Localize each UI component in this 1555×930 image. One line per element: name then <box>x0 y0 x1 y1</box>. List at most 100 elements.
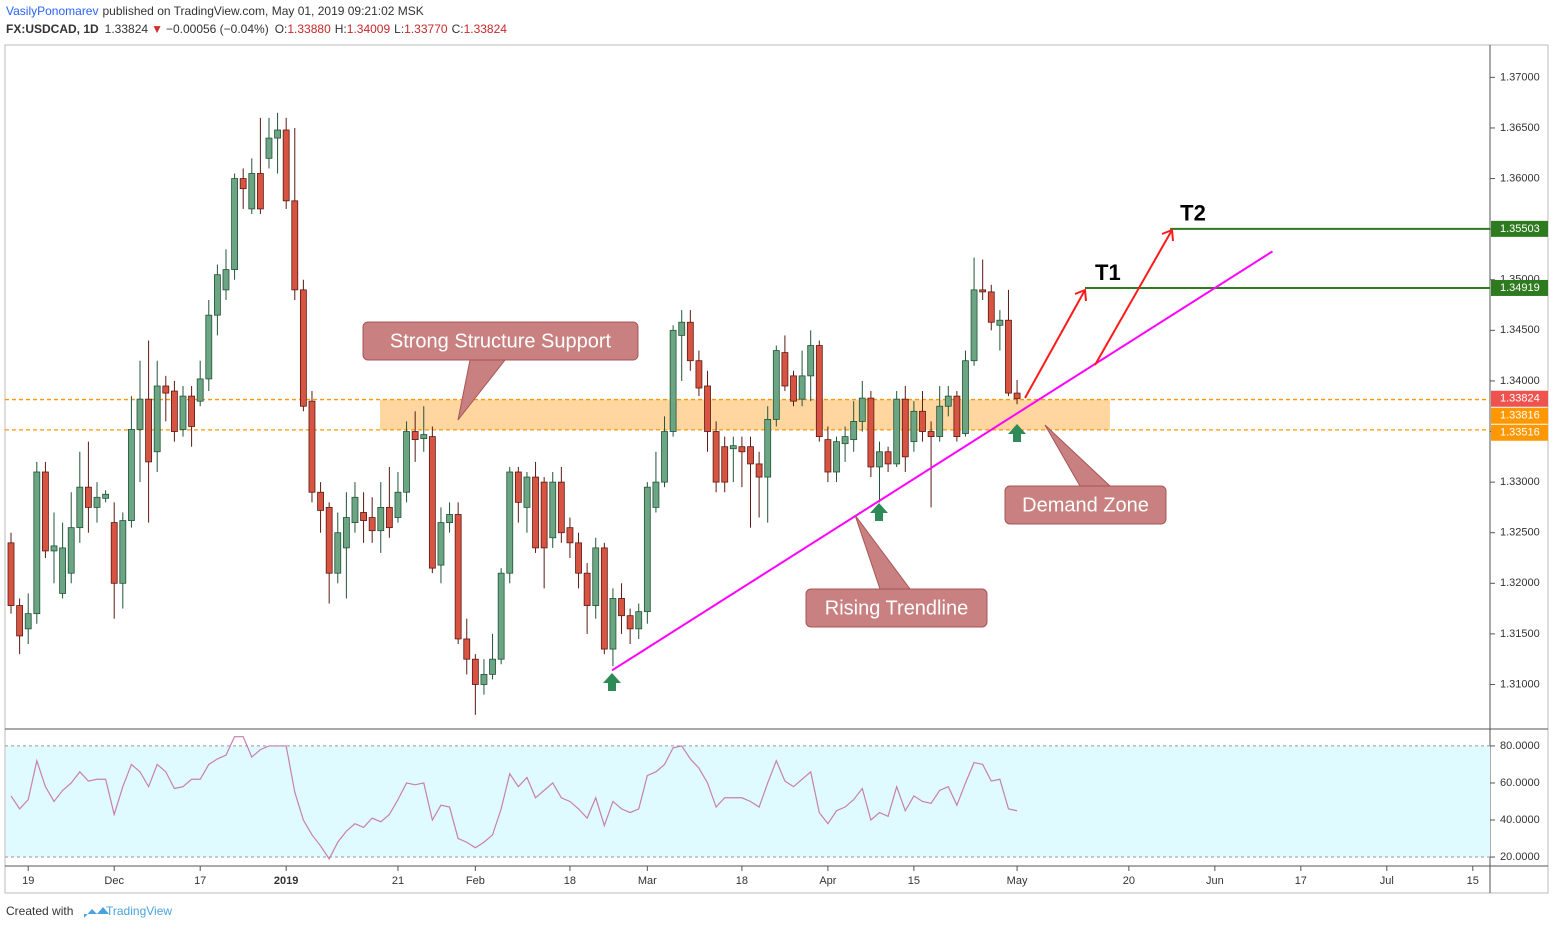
symbol: FX:USDCAD, 1D <box>6 22 99 36</box>
callout-text: Rising Trendline <box>825 597 968 619</box>
ohlc-value: 1.33770 <box>404 22 448 36</box>
price-tag-label: 1.35503 <box>1500 223 1540 235</box>
candle-body <box>428 436 436 569</box>
change: −0.00056 (−0.04%) <box>166 22 269 36</box>
candle-body <box>50 545 58 552</box>
candle-body <box>661 431 668 483</box>
candle-body <box>609 598 617 650</box>
candle-body <box>205 314 213 380</box>
candle-body <box>738 446 746 453</box>
candle-body <box>695 360 703 389</box>
y-tick-label: 1.34500 <box>1500 324 1540 336</box>
candle-body <box>231 178 238 271</box>
y-tick-label: 1.36500 <box>1500 122 1540 134</box>
candle-body <box>299 289 307 407</box>
x-tick-label: Jun <box>1206 875 1224 887</box>
y-tick-label: 1.32500 <box>1500 527 1540 539</box>
candle-body <box>704 385 711 432</box>
ohlc-label: L: <box>394 22 404 36</box>
symbol-line: FX:USDCAD, 1D 1.33824 ▼ −0.00056 (−0.04%) O:… <box>6 22 507 36</box>
candle-body <box>962 360 969 434</box>
candle-body <box>566 527 574 544</box>
candle-body <box>927 431 935 437</box>
target-label: T1 <box>1095 260 1121 285</box>
candle-body <box>162 385 170 394</box>
x-tick-label: 15 <box>1467 875 1479 887</box>
candle-body <box>24 613 32 630</box>
candle-body <box>497 572 505 660</box>
candle-body <box>678 321 686 336</box>
candle-body <box>643 486 651 613</box>
candle-body <box>265 137 273 159</box>
candle-body <box>196 378 204 402</box>
candle-body <box>274 129 281 139</box>
candle-body <box>153 385 161 453</box>
candle-body <box>540 481 548 549</box>
candle-body <box>179 395 187 430</box>
candle-body <box>807 345 815 377</box>
candle-body <box>222 269 230 291</box>
y-tick-label: 1.36000 <box>1500 172 1540 184</box>
callout-box <box>805 588 988 628</box>
candle-body <box>317 491 324 511</box>
candle-body <box>437 522 445 566</box>
candle-body <box>506 471 514 574</box>
x-tick-label: 21 <box>392 875 404 887</box>
candle-body <box>136 398 144 430</box>
candles <box>7 112 1021 715</box>
callout-box <box>362 321 639 361</box>
candle-body <box>901 398 909 458</box>
candle-body <box>170 390 178 432</box>
trendline <box>611 250 1273 672</box>
candle-body <box>764 418 772 478</box>
candle-body <box>944 395 952 407</box>
candle-body <box>712 431 720 483</box>
candle-body <box>592 547 600 606</box>
candle-body <box>308 400 316 493</box>
candle-body <box>635 611 643 630</box>
ohlc-label: C: <box>452 22 464 36</box>
callout-text: Demand Zone <box>1022 494 1149 516</box>
candle-body <box>394 491 402 518</box>
rsi-band <box>6 745 1490 858</box>
candle-body <box>368 517 376 532</box>
candle-body <box>575 542 582 574</box>
price-tag-label: 1.33516 <box>1500 427 1540 439</box>
candle-body <box>377 507 385 532</box>
candle-body <box>919 410 926 432</box>
x-tick-label: 2019 <box>274 875 298 887</box>
candle-body <box>463 638 471 660</box>
candle-body <box>747 446 754 465</box>
candle-body <box>360 512 367 521</box>
candle-body <box>884 451 892 465</box>
footer-brand[interactable]: TradingView <box>106 904 172 918</box>
candle-body <box>1013 392 1021 400</box>
candle-body <box>67 527 75 574</box>
up-arrow <box>870 503 888 521</box>
target-arrow <box>1094 229 1173 366</box>
candle-body <box>59 547 67 594</box>
candle-body <box>213 274 221 316</box>
ohlc-label: O: <box>275 22 288 36</box>
arrow-head <box>1161 228 1174 242</box>
price-tag <box>1491 279 1548 296</box>
candle-body <box>385 507 393 529</box>
x-tick-label: 18 <box>736 875 748 887</box>
candle-body <box>557 481 565 534</box>
candle-body <box>824 439 832 473</box>
y-tick-label: 1.37000 <box>1500 71 1540 83</box>
x-tick-label: Feb <box>466 875 485 887</box>
x-tick-label: 17 <box>194 875 206 887</box>
x-tick-label: 17 <box>1295 875 1307 887</box>
candle-body <box>248 173 256 210</box>
candle-body <box>110 522 118 584</box>
up-arrow <box>1008 424 1026 442</box>
candle-body <box>145 398 152 463</box>
candle-body <box>102 493 110 499</box>
x-tick-label: Mar <box>638 875 657 887</box>
author: VasilyPonomarev <box>6 4 98 18</box>
y-tick-label: 1.31000 <box>1500 678 1540 690</box>
candle-body <box>291 200 299 291</box>
price-tag-label: 1.33816 <box>1500 410 1540 422</box>
candle-body <box>128 429 135 521</box>
